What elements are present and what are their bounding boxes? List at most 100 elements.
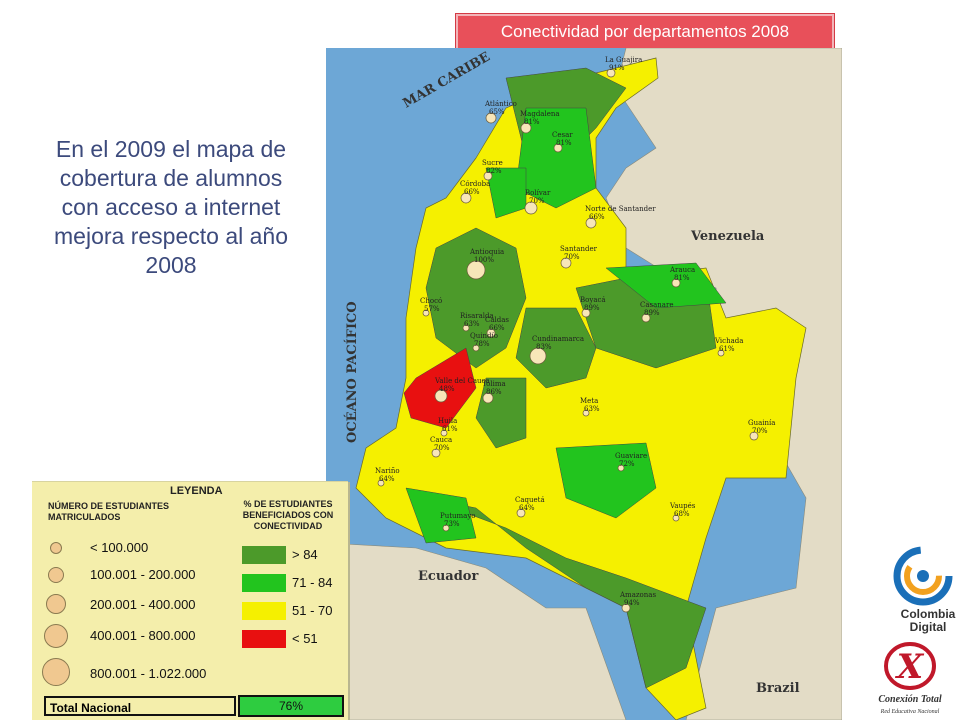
- color-range-2: 71 - 84: [292, 575, 333, 590]
- department-marker: [524, 201, 538, 215]
- color-swatch-2: [242, 574, 286, 592]
- colombia-digital-logo: Colombia Digital: [868, 540, 958, 636]
- department-marker: [560, 257, 572, 269]
- department-marker: [582, 409, 590, 417]
- department-marker: [520, 122, 532, 134]
- department-marker: [466, 260, 486, 280]
- department-name: Casanare: [640, 301, 673, 309]
- department-name: Meta: [580, 397, 598, 405]
- department-name: Córdoba: [460, 180, 490, 188]
- department-value: 63%: [584, 405, 600, 413]
- caption-text: En el 2009 el mapa de cobertura de alumn…: [54, 136, 288, 278]
- department-name: Valle del Cauca: [434, 377, 490, 385]
- legend-size-header: NÚMERO DE ESTUDIANTES MATRICULADOS: [48, 501, 170, 522]
- department-marker: [672, 514, 680, 522]
- department-name: Boyacá: [580, 296, 606, 304]
- department-value: 89%: [584, 304, 600, 312]
- department-marker: [516, 508, 526, 518]
- department-marker: [442, 524, 450, 532]
- department-marker: [749, 431, 759, 441]
- size-range-2: 100.001 - 200.000: [90, 567, 196, 582]
- department-value: 73%: [444, 520, 460, 528]
- department-name: Guaviare: [615, 452, 647, 460]
- department-marker: [422, 309, 430, 317]
- department-name: Putumayo: [440, 512, 476, 520]
- colombia-base: [355, 57, 807, 720]
- color-range-4: < 51: [292, 631, 318, 646]
- department-value: 66%: [589, 213, 605, 221]
- department-value: 86%: [486, 388, 502, 396]
- department-marker: [482, 392, 494, 404]
- size-range-1: < 100.000: [90, 540, 149, 555]
- department-value: 61%: [719, 345, 735, 353]
- department-name: Antioquia: [469, 248, 504, 256]
- department-value: 70%: [752, 427, 768, 435]
- logo1-line2: Digital: [910, 620, 947, 634]
- region-amazonas-putumayo: [425, 497, 707, 689]
- size-circle-3: [46, 594, 66, 614]
- label-venezuela: Venezuela: [690, 229, 765, 244]
- title-badge: Conectividad por departamentos 2008: [456, 14, 834, 50]
- color-swatch-4: [242, 630, 286, 648]
- department-marker: [606, 68, 616, 78]
- department-marker: [486, 328, 496, 338]
- department-value: 61%: [442, 425, 458, 433]
- department-marker: [621, 603, 631, 613]
- region-putumayo: [405, 487, 477, 544]
- department-name: Sucre: [482, 159, 503, 167]
- department-name: Arauca: [669, 266, 695, 274]
- department-name: Norte de Santander: [585, 205, 656, 213]
- department-name: Guainía: [748, 419, 775, 427]
- department-marker: [529, 347, 547, 365]
- legend-color-header: % DE ESTUDIANTES BENEFICIADOS CON CONECT…: [242, 499, 334, 531]
- department-name: Santander: [560, 245, 598, 253]
- department-name: Caldas: [485, 316, 509, 324]
- color-swatch-3: [242, 602, 286, 620]
- department-value: 48%: [439, 385, 455, 393]
- size-range-4: 400.001 - 800.000: [90, 628, 196, 643]
- department-value: 91%: [609, 64, 625, 72]
- size-circle-4: [44, 624, 68, 648]
- department-marker: [641, 313, 651, 323]
- department-name: Cesar: [552, 131, 573, 139]
- size-circle-2: [48, 567, 64, 583]
- region-valle-del-cauca: [403, 347, 477, 429]
- department-value: 82%: [486, 167, 502, 175]
- logo2-line1: Conexión Total: [878, 694, 941, 705]
- legend-title: LEYENDA: [170, 485, 223, 497]
- label-oceano-pacifico: OCÉANO PACÍFICO: [344, 301, 360, 443]
- department-name: Magdalena: [520, 110, 560, 118]
- department-value: 70%: [529, 197, 545, 205]
- ecuador-land: [326, 542, 627, 720]
- department-value: 83%: [536, 343, 552, 351]
- colombia-map: MAR CARIBE OCÉANO PACÍFICO Venezuela Ecu…: [326, 48, 842, 720]
- department-marker: [617, 464, 625, 472]
- label-brazil: Brazil: [756, 681, 800, 696]
- department-value: 68%: [674, 510, 690, 518]
- department-value: 57%: [424, 305, 440, 313]
- logo1-line1: Colombia: [901, 607, 956, 621]
- size-circle-1: [50, 542, 62, 554]
- department-marker: [431, 448, 441, 458]
- department-name: Cauca: [430, 436, 452, 444]
